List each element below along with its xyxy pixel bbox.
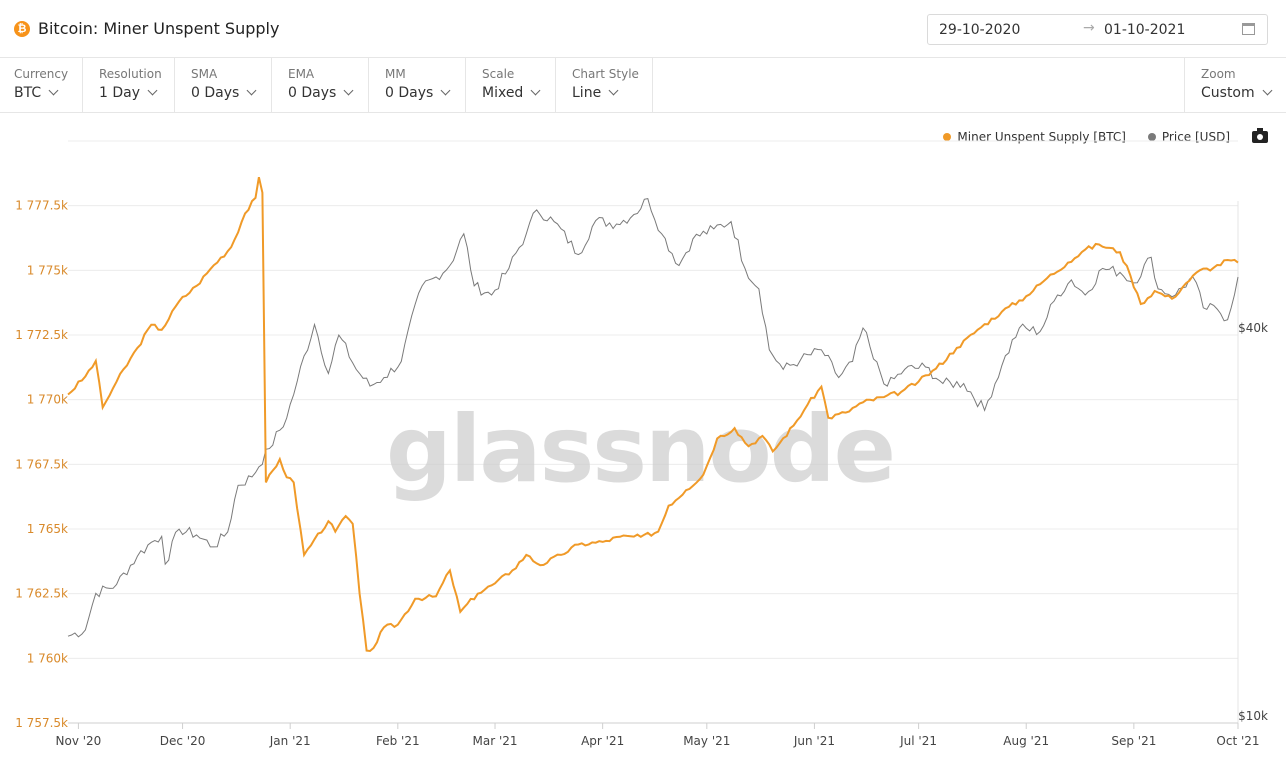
x-tick-label: Nov '20 xyxy=(56,734,102,748)
chevron-down-icon xyxy=(608,85,619,96)
chevron-down-icon xyxy=(530,85,541,96)
calendar-icon[interactable] xyxy=(1242,23,1255,35)
y-axis-right: $10k $40k xyxy=(1238,321,1268,723)
x-tick-label: Sep '21 xyxy=(1111,734,1156,748)
bitcoin-icon: ₿ xyxy=(14,20,30,37)
resolution-select[interactable]: Resolution 1 Day xyxy=(83,58,175,112)
zoom-select[interactable]: Zoom Custom xyxy=(1184,58,1286,112)
mm-select[interactable]: MM 0 Days xyxy=(369,58,466,112)
scale-value[interactable]: Mixed xyxy=(482,85,541,101)
currency-select[interactable]: Currency BTC xyxy=(0,58,83,112)
chevron-down-icon xyxy=(440,85,451,96)
header-bar: ₿ Bitcoin: Miner Unspent Supply 29-10-20… xyxy=(0,0,1286,58)
chevron-down-icon xyxy=(48,85,59,96)
zoom-value[interactable]: Custom xyxy=(1201,85,1273,101)
y-tick-label: 1 772.5k xyxy=(15,328,68,342)
y-tick-label: 1 765k xyxy=(27,522,68,536)
series-group xyxy=(67,176,1239,653)
y-tick-label: 1 775k xyxy=(27,263,68,277)
y2-tick-label: $10k xyxy=(1238,709,1268,723)
scale-select[interactable]: Scale Mixed xyxy=(466,58,556,112)
mm-label: MM xyxy=(385,67,406,81)
title-group: ₿ Bitcoin: Miner Unspent Supply xyxy=(14,19,279,38)
date-end-input[interactable]: 01-10-2021 xyxy=(1104,22,1186,38)
x-tick-label: Aug '21 xyxy=(1003,734,1049,748)
chart-style-select[interactable]: Chart Style Line xyxy=(556,58,653,112)
x-axis: Nov '20 Dec '20 Jan '21 Feb '21 Mar '21 Apr '… xyxy=(56,722,1260,748)
y-tick-label: 1 762.5k xyxy=(15,587,68,601)
chart-toolbar: Currency BTC Resolution 1 Day SMA 0 Days… xyxy=(0,58,1286,113)
legend-dot-price xyxy=(1147,133,1156,141)
legend-dot-supply xyxy=(943,133,952,141)
y-axis-left: 1 757.5k 1 760k 1 762.5k 1 765k 1 767.5k 1 77… xyxy=(15,199,68,730)
x-tick-label: May '21 xyxy=(683,734,730,748)
chart-style-label: Chart Style xyxy=(572,67,639,81)
y-tick-label: 1 770k xyxy=(27,393,68,407)
x-tick-label: Jul '21 xyxy=(899,734,937,748)
series-line-price xyxy=(67,198,1239,638)
x-tick-label: Feb '21 xyxy=(376,734,420,748)
currency-label: Currency xyxy=(14,67,69,81)
y-tick-label: 1 757.5k xyxy=(15,716,68,730)
chart-style-value[interactable]: Line xyxy=(572,85,619,101)
series-line-supply xyxy=(67,176,1239,653)
sma-select[interactable]: SMA 0 Days xyxy=(175,58,272,112)
watermark: glassnode xyxy=(386,396,894,503)
y2-tick-label: $40k xyxy=(1238,321,1268,335)
scale-label: Scale xyxy=(482,67,515,81)
arrow-right-icon: → xyxy=(1083,20,1095,36)
y-tick-label: 1 777.5k xyxy=(15,199,68,213)
zoom-label: Zoom xyxy=(1201,67,1236,81)
x-tick-label: Apr '21 xyxy=(581,734,624,748)
mm-value[interactable]: 0 Days xyxy=(385,85,451,101)
y-tick-label: 1 767.5k xyxy=(15,457,68,471)
camera-icon[interactable] xyxy=(1252,128,1268,143)
x-tick-label: Jun '21 xyxy=(793,734,835,748)
date-range-picker[interactable]: 29-10-2020 → 01-10-2021 xyxy=(927,14,1268,45)
chevron-down-icon xyxy=(343,85,354,96)
x-tick-label: Oct '21 xyxy=(1216,734,1259,748)
sma-value[interactable]: 0 Days xyxy=(191,85,257,101)
ema-label: EMA xyxy=(288,67,315,81)
chevron-down-icon xyxy=(1262,85,1273,96)
chevron-down-icon xyxy=(246,85,257,96)
ema-select[interactable]: EMA 0 Days xyxy=(272,58,369,112)
x-tick-label: Dec '20 xyxy=(160,734,206,748)
chevron-down-icon xyxy=(147,85,158,96)
resolution-value[interactable]: 1 Day xyxy=(99,85,158,101)
page-title: Bitcoin: Miner Unspent Supply xyxy=(38,19,280,38)
currency-value[interactable]: BTC xyxy=(14,85,59,101)
sma-label: SMA xyxy=(191,67,218,81)
x-tick-label: Jan '21 xyxy=(269,734,311,748)
x-tick-label: Mar '21 xyxy=(473,734,518,748)
resolution-label: Resolution xyxy=(99,67,162,81)
y-tick-label: 1 760k xyxy=(27,651,68,665)
date-start-input[interactable]: 29-10-2020 xyxy=(939,22,1021,38)
ema-value[interactable]: 0 Days xyxy=(288,85,354,101)
